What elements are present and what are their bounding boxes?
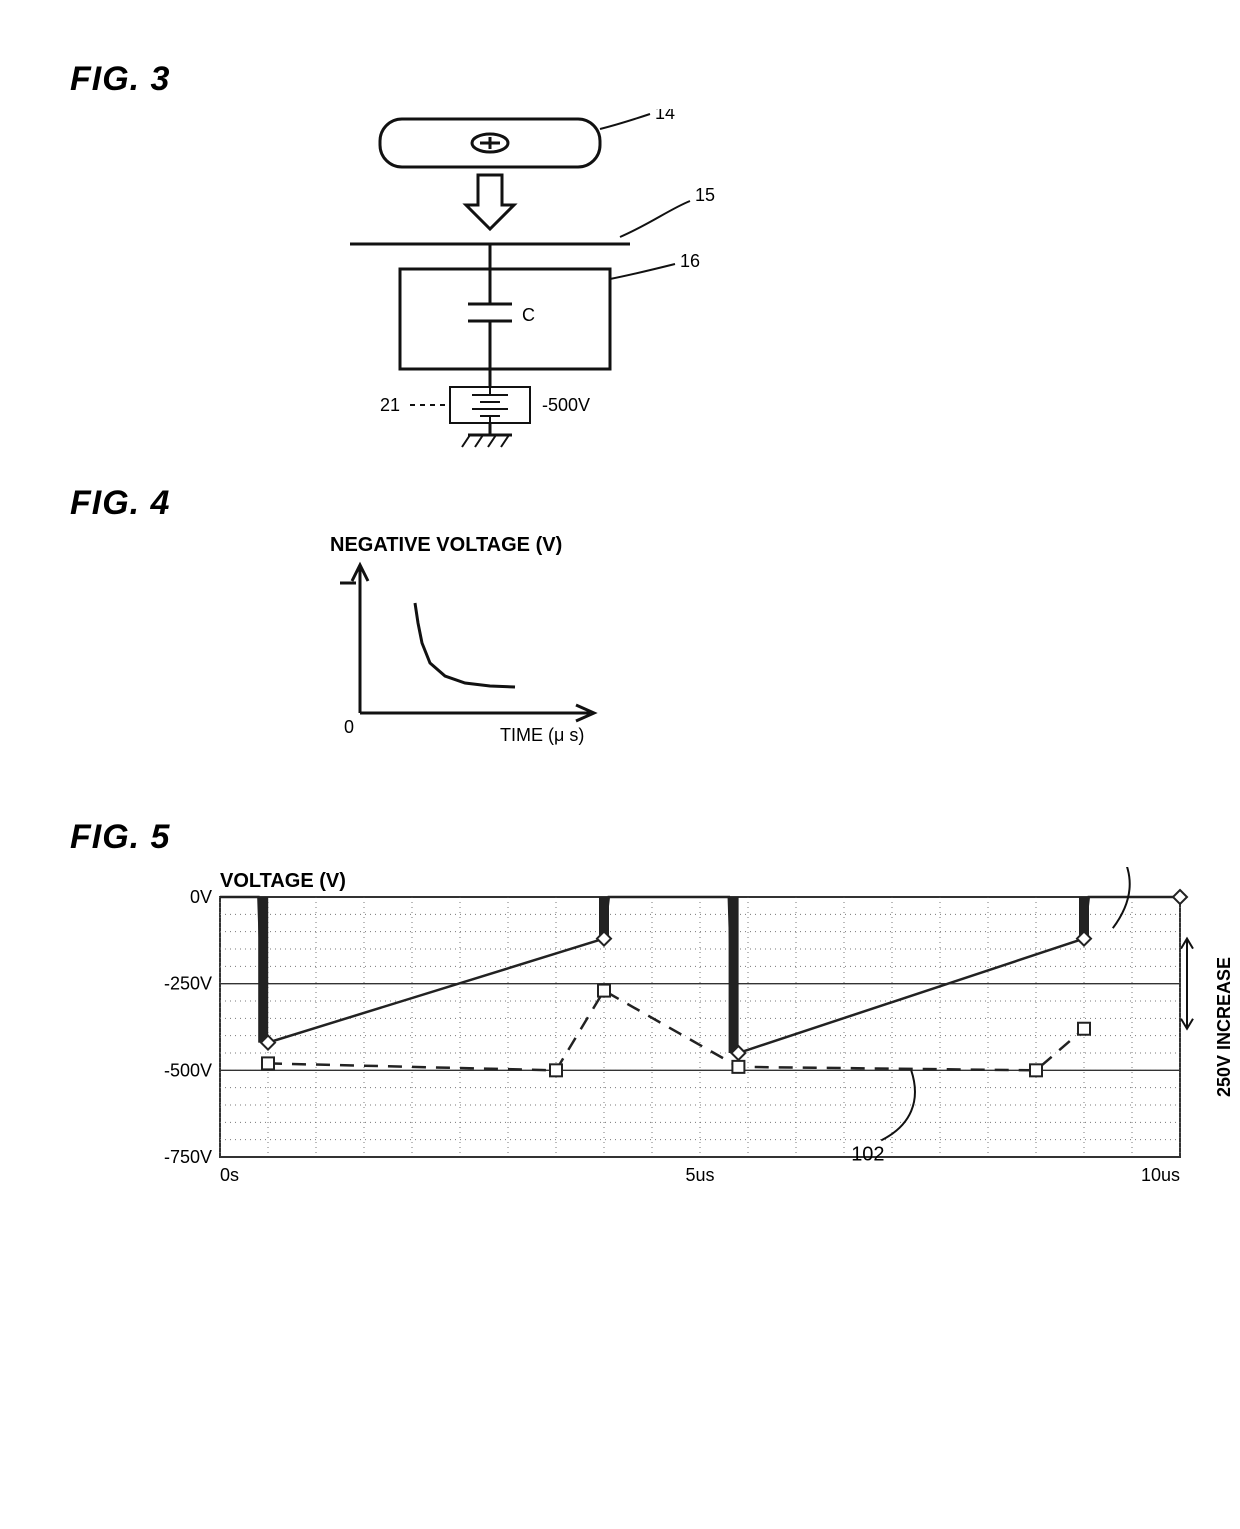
callout-15: 15: [695, 185, 715, 205]
fig5-ylabel: VOLTAGE (V): [220, 870, 346, 892]
fig4-label: FIG. 4: [70, 484, 1200, 523]
cap-label: C: [522, 305, 535, 325]
svg-text:-500V: -500V: [164, 1060, 212, 1080]
svg-text:0V: 0V: [190, 887, 212, 907]
fig5-right-annot: 250V INCREASE: [1214, 957, 1234, 1097]
svg-text:-750V: -750V: [164, 1147, 212, 1167]
callout-16: 16: [680, 251, 700, 271]
callout-14: 14: [655, 109, 675, 123]
callout-21: 21: [380, 395, 400, 415]
fig4-origin: 0: [344, 717, 354, 737]
callout-102: 102: [851, 1143, 884, 1165]
fig4-ylabel: NEGATIVE VOLTAGE (V): [330, 534, 562, 556]
fig5-label: FIG. 5: [70, 818, 1200, 857]
battery-value: -500V: [542, 395, 590, 415]
fig3-diagram: 14 15 C 16 21 -500V: [320, 109, 1200, 454]
svg-text:10us: 10us: [1141, 1165, 1180, 1185]
fig5-chart: VOLTAGE (V) 0V -250V -500V -750V 0s 5us 10us 1…: [130, 867, 1200, 1252]
fig4-xlabel: TIME (μ s): [500, 725, 584, 745]
fig3-label: FIG. 3: [70, 60, 1200, 99]
fig4-chart: NEGATIVE VOLTAGE (V) 0 TIME (μ s): [290, 533, 1200, 778]
svg-text:0s: 0s: [220, 1165, 239, 1185]
svg-text:5us: 5us: [685, 1165, 714, 1185]
svg-text:-250V: -250V: [164, 974, 212, 994]
